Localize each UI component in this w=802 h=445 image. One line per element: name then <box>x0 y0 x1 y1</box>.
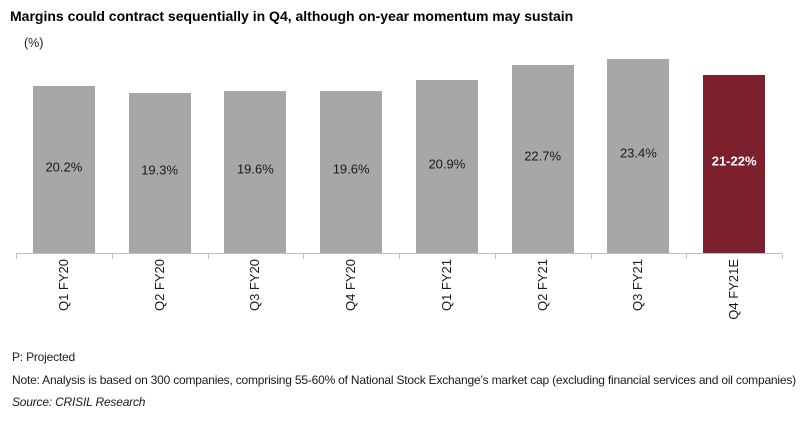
bar-value-label: 19.6% <box>236 161 274 177</box>
bar-q1-fy21 <box>415 80 478 253</box>
x-axis-label: Q2 FY21 <box>534 259 550 312</box>
chart-title: Margins could contract sequentially in Q… <box>10 8 574 24</box>
bar-q4-fy20 <box>320 91 383 253</box>
y-axis-unit-label: (%) <box>24 36 44 50</box>
x-axis-label: Q1 FY20 <box>55 259 71 312</box>
bar-value-label: 23.4% <box>619 145 657 161</box>
x-axis-tick <box>111 254 113 259</box>
bar-chart-plot-area: 20.2% Q1 FY20 19.3% Q2 FY20 19.6% Q3 FY20 19.6… <box>16 59 783 320</box>
bar-q1-fy20 <box>32 86 95 253</box>
bar-value-label: 20.9% <box>428 156 466 171</box>
bar-q3-fy21 <box>607 59 670 253</box>
bar-q2-fy20 <box>128 93 191 253</box>
chart-footnotes: P: Projected Note: Analysis is based on … <box>12 346 802 414</box>
footnote-projected: P: Projected <box>12 350 75 364</box>
x-axis-label: Q2 FY20 <box>151 259 167 312</box>
x-axis-label: Q4 FY21E <box>726 259 742 320</box>
x-axis-tick <box>399 254 400 259</box>
footnote-note: Note: Analysis is based on 300 companies… <box>12 372 796 387</box>
bar-q4-fy21e <box>703 75 766 253</box>
bar-q3-fy20 <box>224 91 287 253</box>
bar-value-label: 21-22% <box>711 153 757 169</box>
x-axis-label: Q3 FY21 <box>630 259 646 312</box>
x-axis-line <box>16 253 782 254</box>
x-axis-tick <box>303 254 305 259</box>
x-axis-tick <box>782 254 783 259</box>
footnote-source: Source: CRISIL Research <box>12 395 146 409</box>
x-axis-tick <box>590 254 592 259</box>
x-axis-tick <box>494 254 496 259</box>
bar-value-label: 19.3% <box>141 162 179 178</box>
x-axis-tick <box>686 254 688 259</box>
x-axis-label: Q4 FY20 <box>343 259 359 312</box>
bar-value-label: 20.2% <box>45 159 83 174</box>
bar-q2-fy21 <box>511 65 574 253</box>
bar-value-label: 19.6% <box>332 161 370 177</box>
x-axis-tick <box>16 254 17 259</box>
bar-value-label: 22.7% <box>524 148 562 164</box>
x-axis-tick <box>207 254 209 259</box>
x-axis-label: Q1 FY21 <box>438 259 454 312</box>
x-axis-label: Q3 FY20 <box>247 259 263 312</box>
